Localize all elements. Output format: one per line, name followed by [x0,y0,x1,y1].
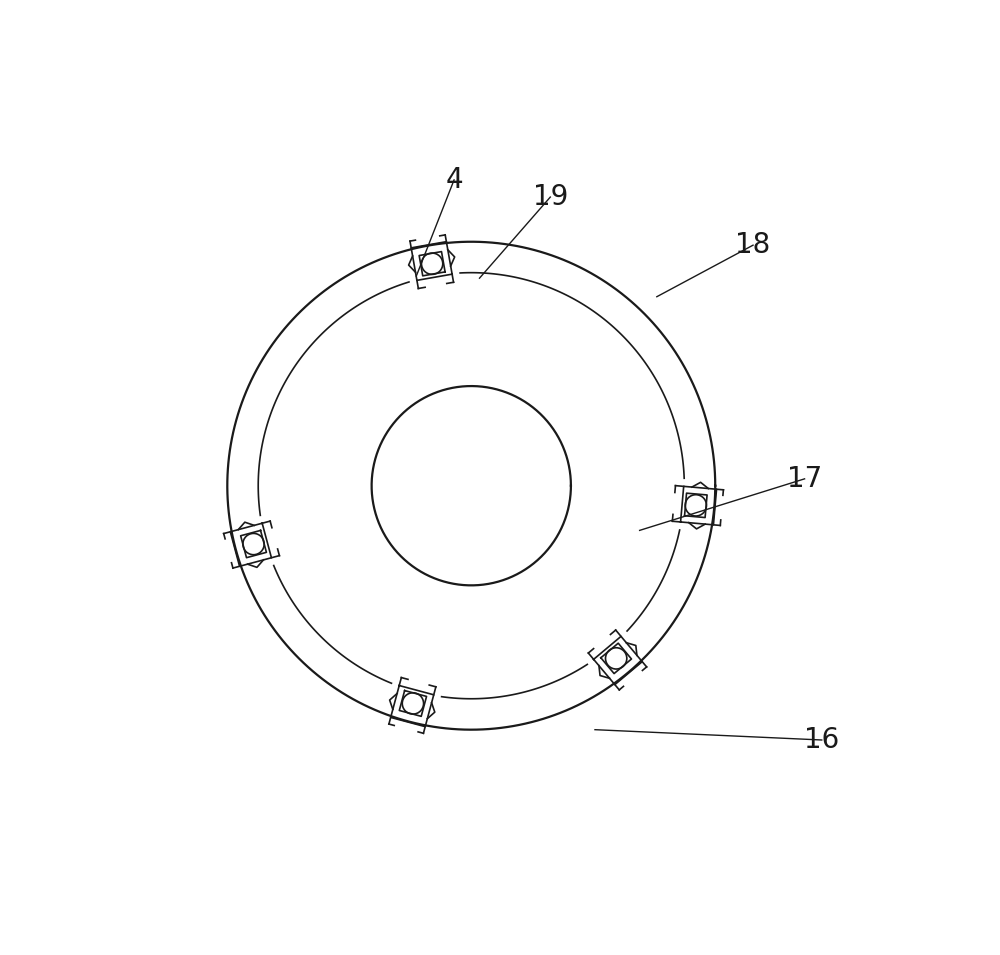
Text: 16: 16 [804,726,839,754]
Text: 4: 4 [445,166,463,194]
Text: 17: 17 [787,465,822,493]
Text: 19: 19 [533,183,568,211]
Text: 18: 18 [735,231,771,259]
